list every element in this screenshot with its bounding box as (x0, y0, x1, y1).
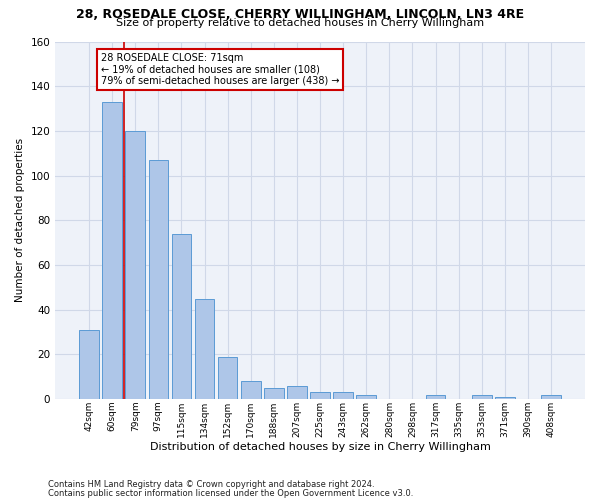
Bar (172, 234, 191, 399)
Text: 28, ROSEDALE CLOSE, CHERRY WILLINGHAM, LINCOLN, LN3 4RE: 28, ROSEDALE CLOSE, CHERRY WILLINGHAM, L… (76, 8, 524, 20)
Bar (79, 330, 99, 399)
Bar (125, 131, 145, 399)
Bar (310, 392, 330, 399)
Bar (334, 392, 353, 399)
Bar (241, 382, 260, 399)
Bar (495, 397, 515, 399)
Text: Contains HM Land Registry data © Crown copyright and database right 2024.: Contains HM Land Registry data © Crown c… (48, 480, 374, 489)
Bar (356, 394, 376, 399)
Bar (103, 102, 122, 399)
Bar (426, 394, 445, 399)
Bar (149, 160, 168, 399)
X-axis label: Distribution of detached houses by size in Cherry Willingham: Distribution of detached houses by size … (149, 442, 491, 452)
Y-axis label: Number of detached properties: Number of detached properties (15, 138, 25, 302)
Bar (218, 356, 238, 399)
Bar (541, 394, 561, 399)
Text: 28 ROSEDALE CLOSE: 71sqm
← 19% of detached houses are smaller (108)
79% of semi-: 28 ROSEDALE CLOSE: 71sqm ← 19% of detach… (101, 52, 339, 86)
Bar (472, 394, 491, 399)
Text: Size of property relative to detached houses in Cherry Willingham: Size of property relative to detached ho… (116, 18, 484, 28)
Bar (195, 298, 214, 399)
Bar (287, 386, 307, 399)
Bar (264, 388, 284, 399)
Text: Contains public sector information licensed under the Open Government Licence v3: Contains public sector information licen… (48, 488, 413, 498)
